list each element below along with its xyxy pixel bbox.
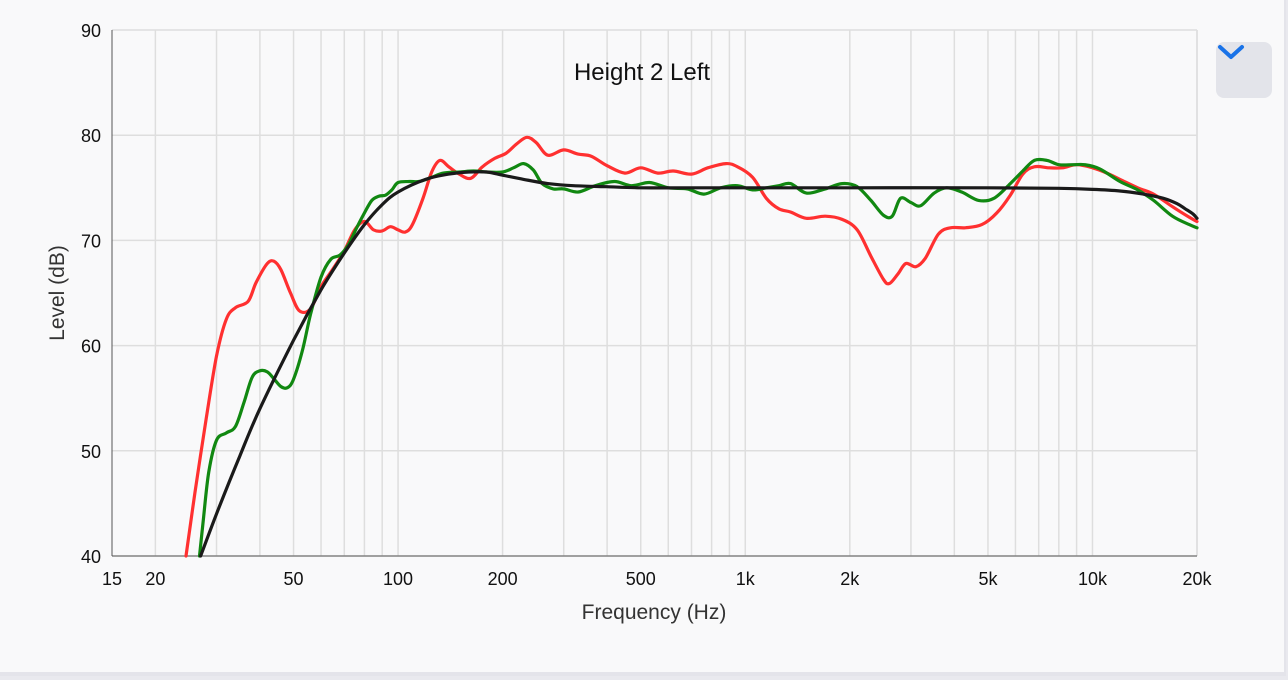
collapse-button[interactable] [1216, 42, 1272, 98]
y-tick-label: 70 [81, 231, 101, 251]
x-tick-labels: 15 20 50 100 200 500 1k 2k 5k 10k 20k [102, 569, 1213, 589]
y-tick-label: 60 [81, 337, 101, 357]
x-axis-label: Frequency (Hz) [582, 601, 727, 624]
series-line-2 [197, 157, 1199, 558]
x-tick-label: 15 [102, 569, 122, 589]
x-tick-label: 20k [1182, 569, 1212, 589]
y-axis-label: Level (dB) [46, 245, 69, 341]
series-lines [184, 135, 1199, 558]
x-tick-label: 20 [145, 569, 165, 589]
x-tick-label: 5k [978, 569, 998, 589]
chart-title: Height 2 Left [574, 59, 710, 86]
series-line-3 [199, 170, 1199, 558]
y-tick-label: 40 [81, 547, 101, 567]
x-tick-label: 200 [488, 569, 518, 589]
y-tick-labels: 40 50 60 70 80 90 [81, 21, 101, 567]
y-tick-label: 50 [81, 442, 101, 462]
x-tick-label: 100 [383, 569, 413, 589]
x-tick-label: 50 [284, 569, 304, 589]
x-tick-label: 500 [626, 569, 656, 589]
x-tick-label: 2k [840, 569, 860, 589]
x-tick-label: 10k [1078, 569, 1108, 589]
y-tick-label: 80 [81, 126, 101, 146]
grid [112, 29, 1198, 557]
y-tick-label: 90 [81, 21, 101, 41]
chevron-down-icon [1218, 45, 1244, 59]
x-tick-label: 1k [736, 569, 756, 589]
